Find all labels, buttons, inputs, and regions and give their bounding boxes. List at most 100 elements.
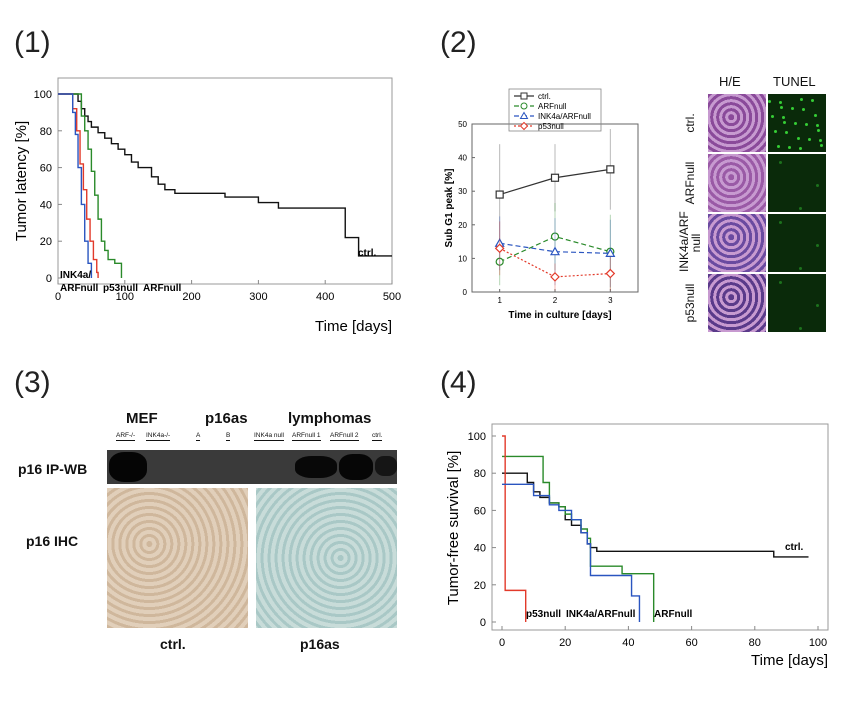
tunel-dot xyxy=(816,184,819,187)
x-tick-label: 100 xyxy=(116,291,134,303)
x-tick-label: 300 xyxy=(249,291,267,303)
legend-label-p53null: p53null xyxy=(538,122,564,131)
series-line-arfnull xyxy=(58,93,123,278)
tunel-dot xyxy=(799,267,802,270)
plot-frame xyxy=(57,77,393,285)
tunel-dot xyxy=(779,101,782,104)
y-tick-label: 20 xyxy=(474,580,486,592)
tunel-dot xyxy=(820,144,823,147)
tunel-dot xyxy=(788,146,791,149)
x-tick-label: 400 xyxy=(316,291,334,303)
tunel-dot xyxy=(799,327,802,330)
tunel-dot xyxy=(771,115,774,118)
tunel-image-1 xyxy=(768,154,826,212)
x-axis-label: Time [days] xyxy=(315,318,392,335)
lane-label: A xyxy=(196,432,201,441)
band-arf xyxy=(109,452,147,482)
micro-col-header-he: H/E xyxy=(719,74,741,89)
lane-label: ARFnull 2 xyxy=(330,432,359,441)
group-label-lymphomas: lymphomas xyxy=(288,410,372,427)
panel-label-3: (3) xyxy=(14,366,51,399)
point-arfnull xyxy=(495,257,504,266)
y-tick-label: 40 xyxy=(474,543,486,555)
legend-label-ctrl: ctrl. xyxy=(538,92,551,101)
legend-marker-ink4aarfnull xyxy=(519,111,529,119)
series-line-arfnull xyxy=(502,455,655,622)
band-arfnull2 xyxy=(339,454,373,480)
series-line-ink4aarfnull xyxy=(58,93,93,278)
plot-frame xyxy=(491,423,829,631)
y-tick-label: 50 xyxy=(458,120,467,129)
lane-label: ARFnull 1 xyxy=(292,432,321,441)
series-line-p53null xyxy=(499,247,611,278)
y-tick-label: 60 xyxy=(474,505,486,517)
western-blot-strip xyxy=(107,450,397,484)
micro-row-label: ctrl. xyxy=(683,113,697,133)
y-tick-label: 30 xyxy=(458,187,467,196)
y-axis-label: Tumor latency [%] xyxy=(13,121,30,241)
point-ctrl xyxy=(550,173,560,182)
tunel-dot xyxy=(819,139,822,142)
tunel-dot xyxy=(783,121,786,124)
y-tick-label: 20 xyxy=(458,221,467,230)
y-tick-label: 0 xyxy=(46,273,52,285)
tunel-dot xyxy=(791,107,794,110)
group-label-p16as: p16as xyxy=(205,410,248,427)
tunel-dot xyxy=(774,130,777,133)
he-image-0 xyxy=(708,94,766,152)
micro-row-label: INK4a/ARF null xyxy=(677,211,703,272)
tunel-dot xyxy=(794,122,797,125)
point-ink4aarfnull xyxy=(605,248,616,257)
band-arfnull1 xyxy=(295,456,337,478)
tunel-dot xyxy=(805,123,808,126)
tunel-dot xyxy=(768,100,771,103)
panel2-micrographs: H/E TUNEL ctrl. ARFnull INK4a/ARF null p53n… xyxy=(676,74,836,352)
tunel-dot xyxy=(777,145,780,148)
ihc-caption-p16as: p16as xyxy=(300,636,340,652)
lane-label: B xyxy=(226,432,231,441)
lane-label: ARF-/- xyxy=(116,432,136,441)
y-tick-label: 40 xyxy=(40,199,52,211)
y-tick-label: 100 xyxy=(468,431,486,443)
tunel-dot xyxy=(811,99,814,102)
tunel-dot xyxy=(808,138,811,141)
legend-box xyxy=(508,88,602,132)
x-tick-label: 20 xyxy=(559,637,571,649)
annotation-ctrl: ctrl. xyxy=(785,542,804,553)
point-p53null xyxy=(605,268,616,279)
y-tick-label: 0 xyxy=(480,617,486,629)
x-tick-label: 0 xyxy=(55,291,61,303)
tunel-dot xyxy=(800,98,803,101)
x-tick-label: 200 xyxy=(182,291,200,303)
micro-col-header-tunel: TUNEL xyxy=(773,74,816,89)
y-tick-label: 20 xyxy=(40,236,52,248)
panel-label-2: (2) xyxy=(440,26,477,59)
ihc-caption-ctrl: ctrl. xyxy=(160,636,186,652)
tunel-dot xyxy=(817,129,820,132)
panel1-survival-chart: 0 20 40 60 80 100 0 100 200 300 400 500 Time [days] T… xyxy=(13,77,401,335)
y-tick-label: 40 xyxy=(458,154,467,163)
y-tick-label: 0 xyxy=(463,288,468,297)
y-axis-label: Sub G1 peak [%] xyxy=(444,169,455,248)
annotation-arfnull-a: ARFnull xyxy=(60,283,99,294)
annotation-ink4a: INK4a/ xyxy=(60,270,91,281)
series-line-ctrl xyxy=(58,93,392,257)
x-tick-label: 40 xyxy=(622,637,634,649)
panel3-blot-ihc: MEF p16as lymphomas ARF-/- INK4a-/- A B INK4… xyxy=(0,410,420,670)
lane-label: INK4a null xyxy=(254,432,284,441)
legend-marker-p53null xyxy=(519,121,529,131)
x-axis-label: Time [days] xyxy=(751,652,828,669)
legend-label-arfnull: ARFnull xyxy=(538,102,567,111)
x-axis-label: Time in culture [days] xyxy=(508,310,611,321)
y-axis-label: Tumor-free survival [%] xyxy=(445,451,462,605)
ihc-ctrl-image xyxy=(107,488,248,628)
micro-row-label: p53null xyxy=(683,283,697,323)
tunel-dot xyxy=(780,106,783,109)
x-tick-label: 100 xyxy=(809,637,827,649)
tunel-dot xyxy=(816,124,819,127)
y-tick-label: 60 xyxy=(40,163,52,175)
panel-label-4: (4) xyxy=(440,366,477,399)
y-tick-label: 80 xyxy=(474,468,486,480)
tunel-dot xyxy=(779,221,782,224)
tunel-image-0 xyxy=(768,94,826,152)
